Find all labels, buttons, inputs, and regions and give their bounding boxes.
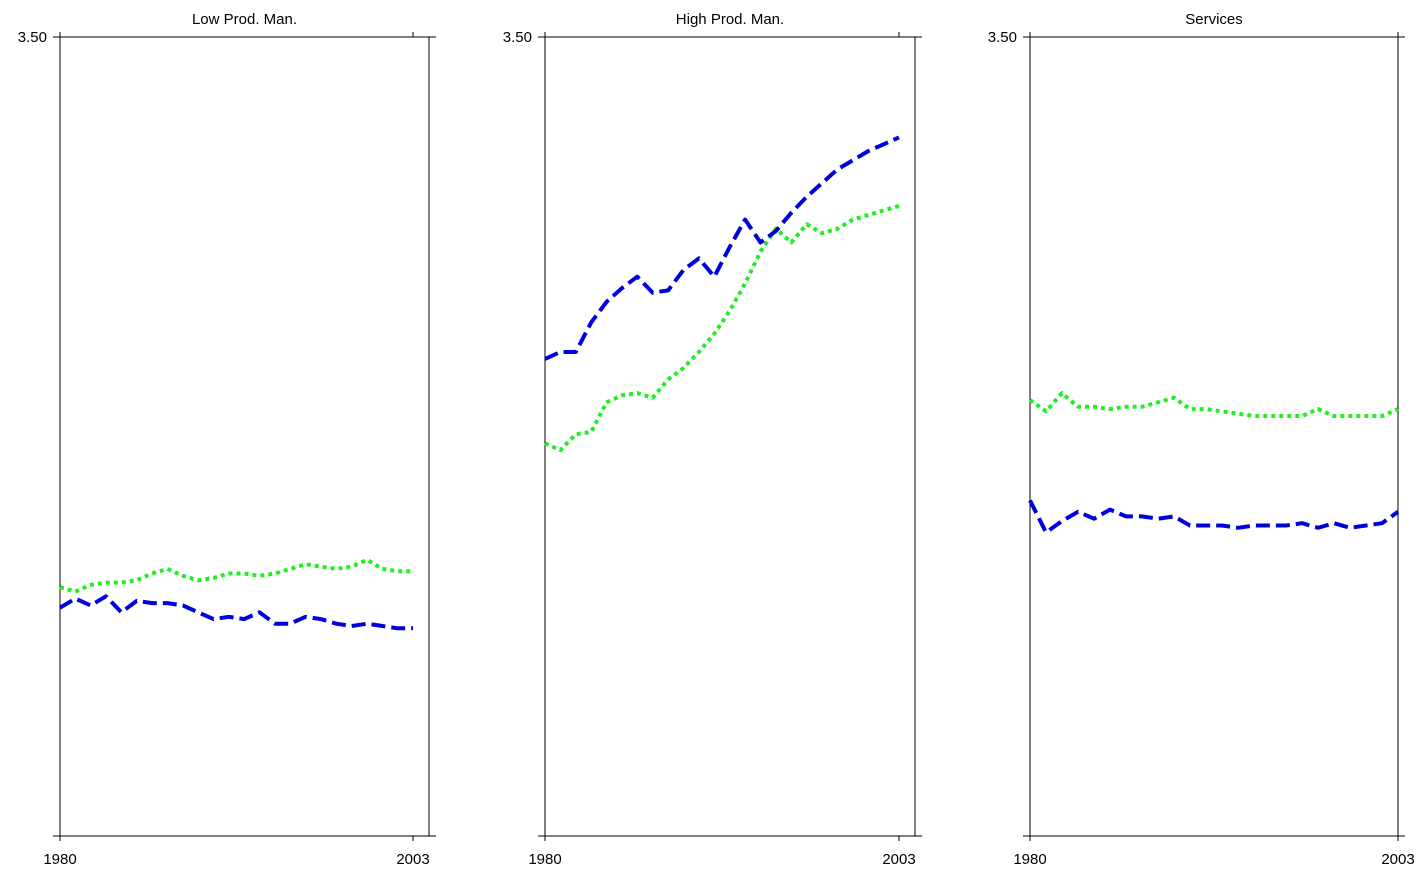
y-tick-label: 3.50	[503, 29, 532, 46]
panel-title: Low Prod. Man.	[192, 11, 297, 28]
x-tick-label: 2003	[1381, 851, 1414, 868]
series-line-2	[544, 135, 900, 361]
chart-panel-1: Low Prod. Man. 1980 2003 3.50	[18, 11, 436, 868]
x-tick-label: 1980	[43, 851, 76, 868]
chart-panel-2: High Prod. Man. 1980 2003 3.50	[503, 11, 922, 868]
series-line-2	[1028, 499, 1400, 535]
x-tick-label: 2003	[396, 851, 429, 868]
series-line-1	[59, 557, 413, 594]
series-line-1	[544, 203, 900, 453]
y-tick-label: 3.50	[988, 29, 1017, 46]
series-line-1	[1028, 391, 1399, 418]
panel-title: High Prod. Man.	[676, 11, 784, 28]
x-tick-label: 2003	[882, 851, 915, 868]
series-line-2	[58, 594, 413, 631]
y-tick-label: 3.50	[18, 29, 47, 46]
x-tick-label: 1980	[528, 851, 561, 868]
x-tick-label: 1980	[1013, 851, 1046, 868]
panel-title: Services	[1185, 11, 1243, 28]
chart-panel-3: Services 1980 2003 3.50	[988, 11, 1415, 868]
